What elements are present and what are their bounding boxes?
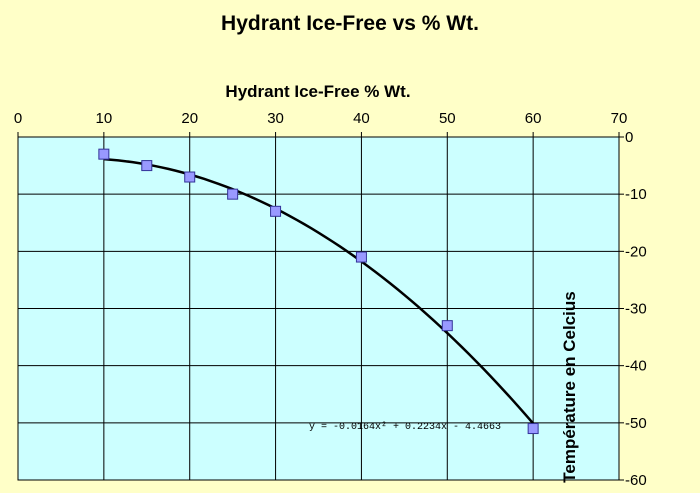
chart-title: Hydrant Ice-Free vs % Wt. — [221, 12, 479, 35]
data-point — [355, 251, 367, 263]
x-tick-label: 50 — [439, 110, 456, 127]
y-tick-label: -40 — [625, 358, 647, 375]
x-tick-label: 10 — [96, 110, 113, 127]
y-tick-labels: 0 -10 -20 -30 -40 -50 -60 — [625, 129, 647, 489]
x-tick-label: 0 — [14, 110, 22, 127]
x-tick-labels: 0 10 20 30 40 50 60 70 — [14, 110, 628, 127]
data-point — [527, 423, 539, 435]
grid-lines — [17, 132, 624, 481]
x-tick-label: 60 — [525, 110, 542, 127]
x-axis-title: Hydrant Ice-Free % Wt. — [225, 82, 410, 101]
data-point — [441, 320, 453, 332]
data-point — [98, 148, 110, 160]
data-point — [227, 188, 239, 200]
x-tick-label: 20 — [181, 110, 198, 127]
data-points — [98, 148, 539, 435]
x-tick-label: 70 — [611, 110, 628, 127]
y-tick-label: -10 — [625, 186, 647, 203]
y-axis-title: Température en Celcius — [560, 291, 579, 482]
y-tick-label: -60 — [625, 472, 647, 489]
y-tick-label: -20 — [625, 243, 647, 260]
data-point — [270, 205, 282, 217]
y-tick-label: 0 — [625, 129, 633, 146]
x-tick-label: 40 — [353, 110, 370, 127]
y-tick-label: -30 — [625, 301, 647, 318]
data-point — [141, 160, 153, 172]
trendline-equation: y = -0.0164x² + 0.2234x - 4.4663 — [309, 422, 501, 433]
trendline — [103, 157, 535, 425]
data-point — [184, 171, 196, 183]
y-tick-label: -50 — [625, 415, 647, 432]
x-tick-label: 30 — [267, 110, 284, 127]
